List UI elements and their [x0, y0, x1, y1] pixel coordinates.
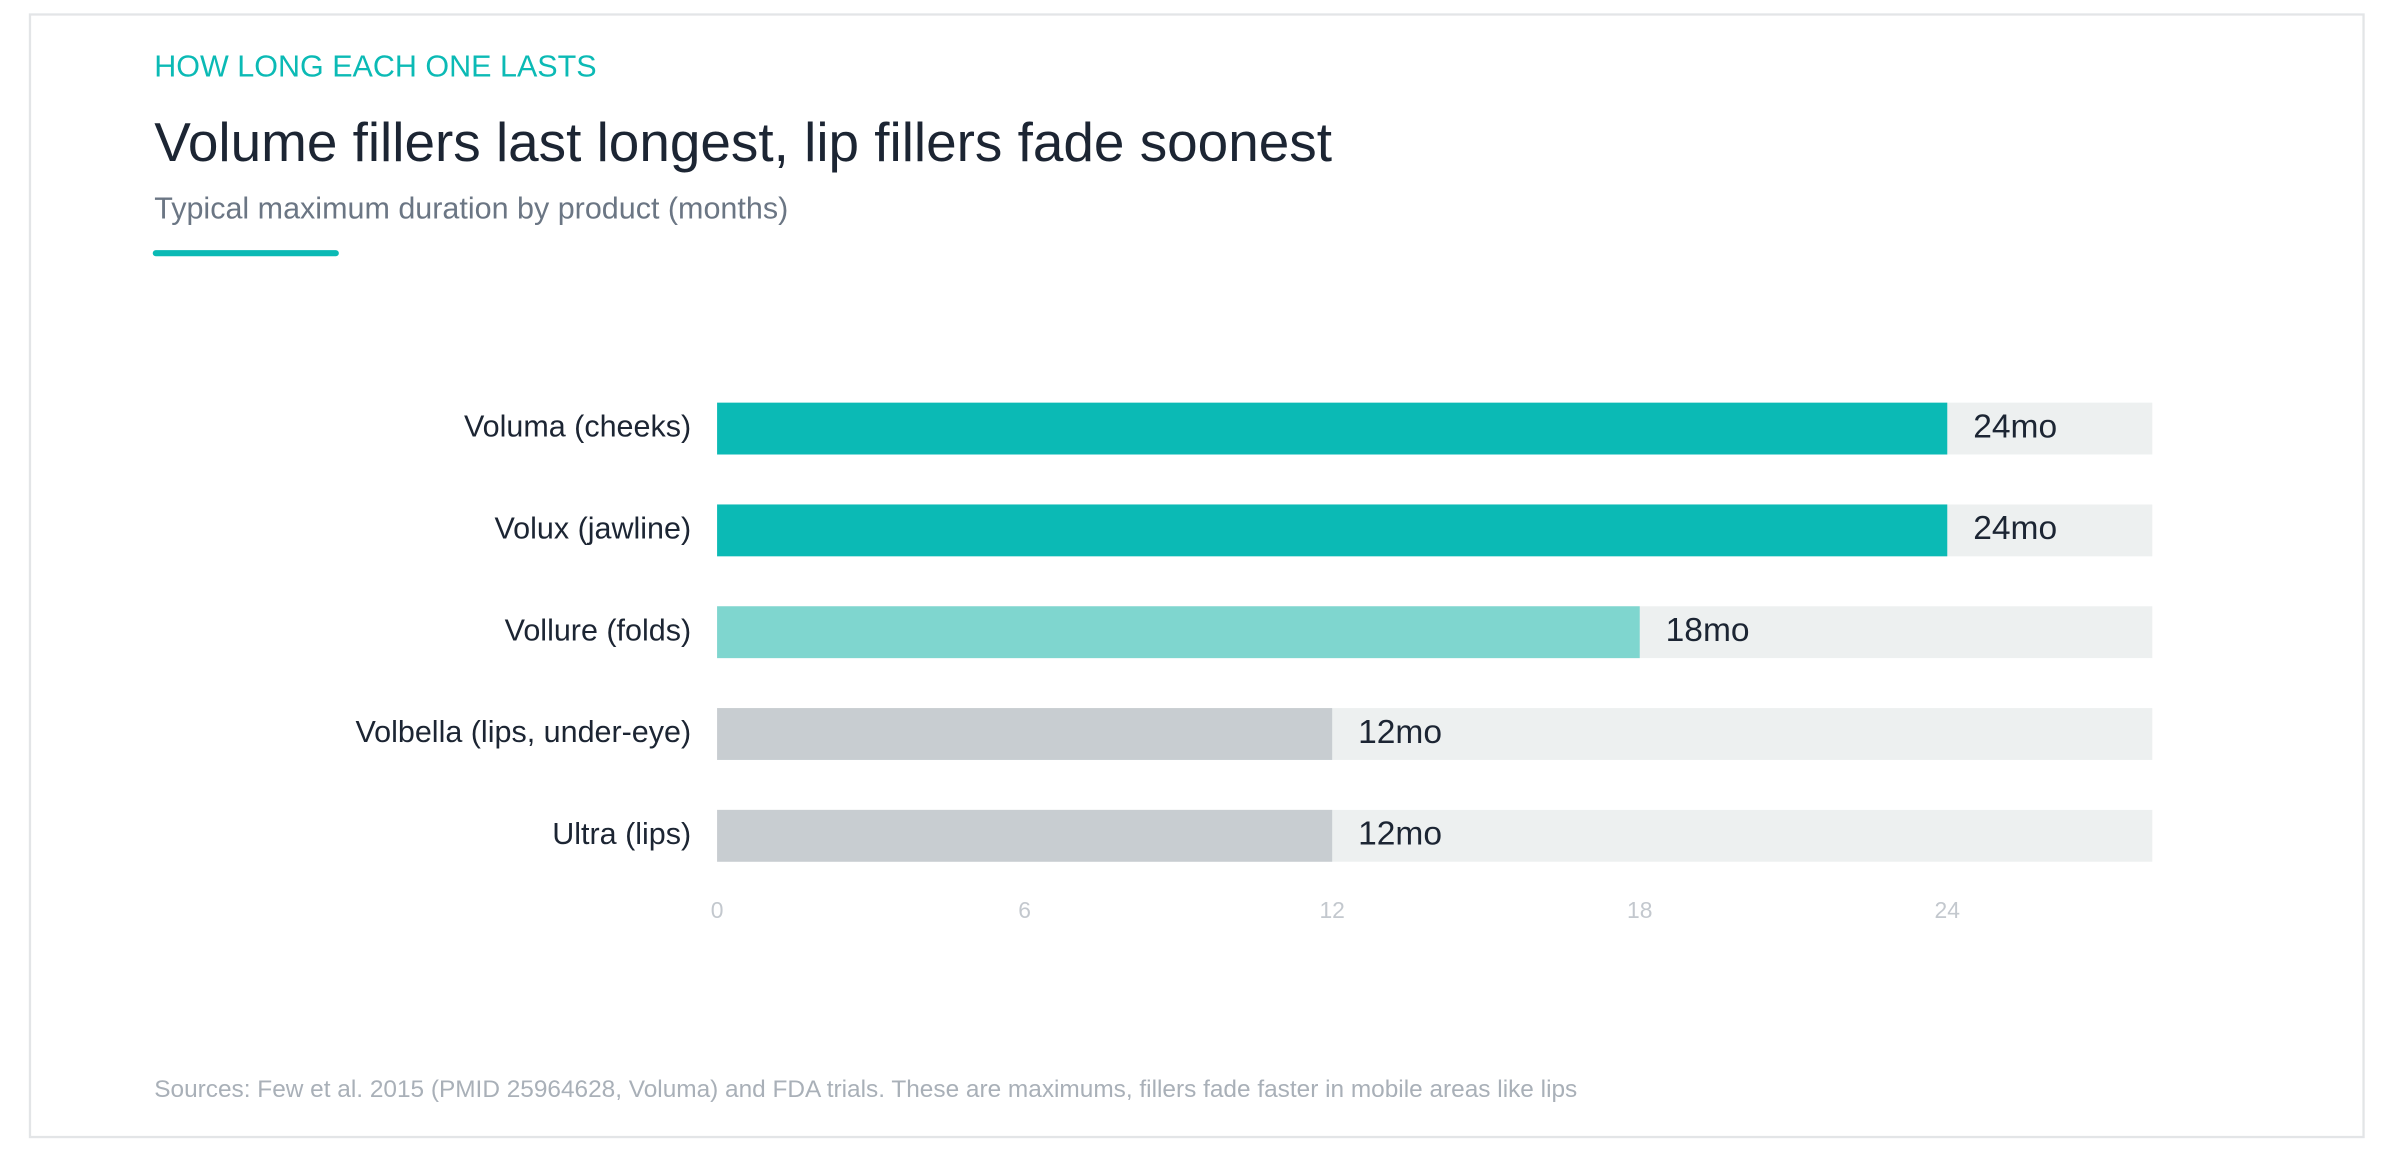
bar — [717, 708, 1333, 760]
card — [28, 13, 2365, 1139]
x-tick-label: 6 — [1018, 897, 1031, 923]
bar — [717, 809, 1333, 862]
value-label: 24mo — [1973, 408, 2057, 445]
bar — [717, 606, 1640, 659]
value-label: 12mo — [1358, 816, 1442, 853]
y-tick-label: Volux (jawline) — [495, 511, 692, 545]
y-tick-label: Voluma (cheeks) — [464, 410, 691, 444]
x-tick-label: 24 — [1935, 897, 1961, 923]
y-tick-label: Vollure (folds) — [505, 613, 691, 647]
bar — [717, 504, 1948, 557]
source-note: Sources: Few et al. 2015 (PMID 25964628,… — [154, 1076, 1577, 1103]
eyebrow: HOW LONG EACH ONE LASTS — [154, 50, 596, 84]
chart-title: Volume fillers last longest, lip fillers… — [154, 111, 1332, 173]
x-tick-label: 12 — [1319, 897, 1344, 923]
x-tick-label: 0 — [711, 897, 724, 923]
value-label: 12mo — [1358, 714, 1442, 751]
y-tick-label: Volbella (lips, under-eye) — [355, 715, 691, 749]
subtitle: Typical maximum duration by product (mon… — [154, 192, 788, 226]
accent-underline — [152, 250, 339, 257]
x-tick-label: 18 — [1627, 897, 1652, 923]
value-label: 18mo — [1666, 612, 1750, 649]
value-label: 24mo — [1973, 510, 2057, 547]
bar — [717, 402, 1948, 455]
y-tick-label: Ultra (lips) — [552, 817, 691, 851]
